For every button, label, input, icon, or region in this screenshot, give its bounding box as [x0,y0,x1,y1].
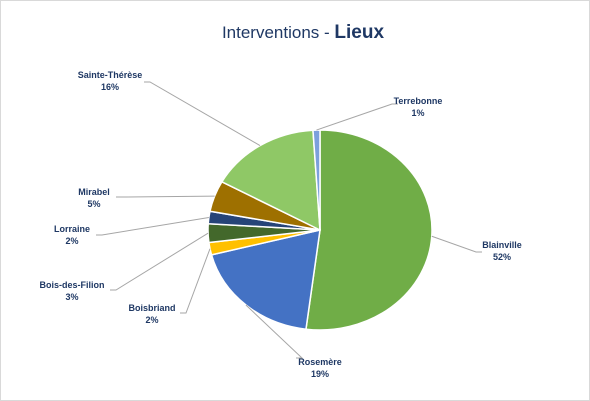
leader-line [431,235,482,253]
title-text: Interventions - [222,23,330,42]
slice-name: Blainville [482,240,522,250]
slice-name: Mirabel [78,187,110,197]
leader-line [116,195,215,198]
leader-line [96,216,209,236]
slice-value-label: 19% [311,369,329,379]
slice-name: Boisbriand [128,303,175,313]
leader-line [180,248,211,314]
slice-name: Lorraine [54,224,90,234]
slice-value-label: 1% [411,108,424,118]
slice-name: Terrebonne [394,96,443,106]
slice-name: Rosemère [298,357,342,367]
slice-value-label: 2% [65,236,78,246]
slice-value-label: 52% [493,252,511,262]
leader-line [245,304,304,359]
slice-value-label: 2% [145,315,158,325]
chart-title: Interventions - Lieux [222,22,385,43]
slice-name: Bois-des-Filion [40,280,105,290]
pie-slice [220,129,321,232]
slice-name: Sainte-Thérèse [78,70,143,80]
leader-line [144,81,261,147]
leader-line [110,232,209,291]
slice-value-label: 16% [101,82,119,92]
title-bold: Lieux [334,22,384,43]
leader-line [316,103,398,131]
pie-slice [312,129,321,231]
slice-value-label: 3% [65,292,78,302]
slice-value-label: 5% [87,199,100,209]
